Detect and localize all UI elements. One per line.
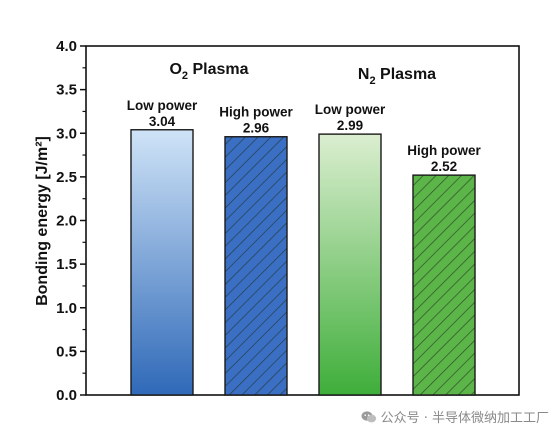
bar-4: [412, 174, 476, 396]
bar-category-label: Low power: [127, 98, 198, 113]
bar-value-label: 2.52: [431, 159, 457, 174]
y-tick-label: 0.0: [56, 387, 77, 404]
watermark-text: 公众号 · 半导体微纳加工工厂: [380, 411, 549, 426]
group-title: O2 Plasma: [169, 61, 248, 82]
y-tick-label: 0.5: [56, 343, 77, 360]
bar-1: [130, 129, 194, 396]
group-title-main: N: [358, 66, 370, 83]
y-tick-label: 2.5: [56, 169, 77, 186]
y-axis-label: Bonding energy [J/m²]: [34, 136, 51, 306]
group-title-rest: Plasma: [376, 66, 437, 83]
bar-category-label: High power: [219, 105, 293, 120]
bar-2: [224, 136, 288, 396]
y-tick-label: 4.0: [56, 38, 77, 55]
group-title: N2 Plasma: [358, 66, 436, 87]
bars-layer: [130, 129, 476, 396]
bar-value-label: 2.96: [243, 121, 270, 136]
y-tick-label: 3.5: [56, 82, 77, 99]
bar-category-label: Low power: [315, 102, 386, 117]
y-tick-label: 2.0: [56, 213, 77, 230]
y-tick-label: 3.0: [56, 125, 77, 142]
bar-value-label: 3.04: [149, 114, 176, 129]
group-title-subscript: 2: [182, 70, 188, 82]
group-title-main: O: [169, 61, 181, 78]
y-tick-label: 1.0: [56, 300, 77, 317]
wechat-icon: [361, 410, 376, 422]
watermark: 公众号 · 半导体微纳加工工厂: [361, 407, 549, 426]
group-title-rest: Plasma: [188, 61, 249, 78]
group-title-subscript: 2: [369, 75, 375, 87]
bar-category-label: High power: [407, 143, 481, 158]
y-tick-label: 1.5: [56, 256, 77, 273]
y-axis: 0.0 0.5 1.0 1.5 2.0 2.5 3.0 3.5 4.0: [56, 38, 86, 404]
bar-3: [318, 133, 382, 396]
bar-value-label: 2.99: [337, 118, 363, 133]
